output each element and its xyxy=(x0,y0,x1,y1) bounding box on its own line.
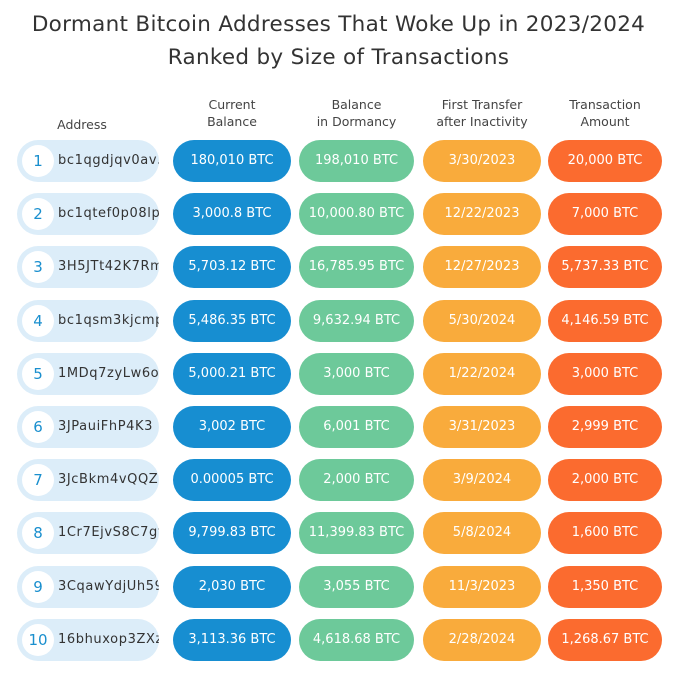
transaction-amount-cell: 2,000 BTC xyxy=(548,459,662,502)
current-balance-cell: 3,113.36 BTC xyxy=(173,618,291,661)
transaction-amount-cell: 2,999 BTC xyxy=(548,406,662,448)
current-balance-cell: 5,000.21 BTC xyxy=(173,352,291,395)
balance-dormancy-cell: 16,785.95 BTC xyxy=(299,246,414,289)
transaction-amount-cell: 1,600 BTC xyxy=(548,512,662,555)
transaction-amount-cell: 3,000 BTC xyxy=(548,352,662,395)
balance-dormancy-cell: 4,618.68 BTC xyxy=(299,618,414,661)
header-amount-line1: Transaction xyxy=(569,97,641,112)
rank-badge: 10 xyxy=(22,623,54,656)
header-balance-dormancy: Balance in Dormancy xyxy=(299,96,414,130)
address-cell: 10 16bhuxop3ZXz xyxy=(17,618,159,661)
address-cell: 8 1Cr7EjvS8C7gf xyxy=(17,512,159,555)
header-current-line1: Current xyxy=(208,97,256,112)
balance-dormancy-cell: 2,000 BTC xyxy=(299,459,414,502)
rank-badge: 4 xyxy=(22,304,54,337)
table-row: 4 bc1qsm3kjcmp 5,486.35 BTC 9,632.94 BTC 5/3… xyxy=(0,299,677,342)
first-transfer-cell: 5/8/2024 xyxy=(423,512,541,555)
table-row: 10 16bhuxop3ZXz 3,113.36 BTC 4,618.68 BTC 2/… xyxy=(0,618,677,661)
header-dormancy-line2: in Dormancy xyxy=(316,114,397,129)
transaction-amount-cell: 5,737.33 BTC xyxy=(548,246,662,289)
header-current-line2: Balance xyxy=(207,114,257,129)
transaction-amount-cell: 7,000 BTC xyxy=(548,193,662,236)
address-cell: 2 bc1qtef0p08lpu xyxy=(17,193,159,236)
table-row: 9 3CqawYdjUh59 2,030 BTC 3,055 BTC 11/3/2023… xyxy=(0,565,677,608)
current-balance-cell: 0.00005 BTC xyxy=(173,459,291,502)
rank-badge: 7 xyxy=(22,464,54,497)
first-transfer-cell: 11/3/2023 xyxy=(423,565,541,608)
address-text: bc1qsm3kjcmp xyxy=(58,312,159,328)
chart-title: Dormant Bitcoin Addresses That Woke Up i… xyxy=(31,12,646,37)
first-transfer-cell: 2/28/2024 xyxy=(423,618,541,661)
table-row: 7 3JcBkm4vQQZ 0.00005 BTC 2,000 BTC 3/9/2024… xyxy=(0,459,677,502)
current-balance-cell: 5,486.35 BTC xyxy=(173,299,291,342)
current-balance-cell: 3,002 BTC xyxy=(173,406,291,448)
rank-badge: 3 xyxy=(22,251,54,284)
address-cell: 4 bc1qsm3kjcmp xyxy=(17,299,159,342)
balance-dormancy-cell: 10,000.80 BTC xyxy=(299,193,414,236)
header-amount-line2: Amount xyxy=(580,114,630,129)
first-transfer-cell: 3/9/2024 xyxy=(423,459,541,502)
header-current-balance: Current Balance xyxy=(173,96,291,130)
current-balance-cell: 9,799.83 BTC xyxy=(173,512,291,555)
table-row: 8 1Cr7EjvS8C7gf 9,799.83 BTC 11,399.83 BTC 5… xyxy=(0,512,677,555)
current-balance-cell: 5,703.12 BTC xyxy=(173,246,291,289)
address-text: bc1qtef0p08lpu xyxy=(58,206,159,222)
address-text: 3CqawYdjUh59 xyxy=(58,578,159,594)
address-cell: 7 3JcBkm4vQQZ xyxy=(17,459,159,502)
rank-badge: 2 xyxy=(22,198,54,231)
address-cell: 1 bc1qgdjqv0av3 xyxy=(17,140,159,182)
address-text: 3H5JTt42K7Rm xyxy=(58,259,159,275)
first-transfer-cell: 3/30/2023 xyxy=(423,140,541,182)
first-transfer-cell: 3/31/2023 xyxy=(423,406,541,448)
rank-badge: 5 xyxy=(22,357,54,390)
table-row: 2 bc1qtef0p08lpu 3,000.8 BTC 10,000.80 BTC 1… xyxy=(0,193,677,236)
address-text: 3JPauiFhP4K3 xyxy=(58,419,154,434)
current-balance-cell: 3,000.8 BTC xyxy=(173,193,291,236)
table-row: 1 bc1qgdjqv0av3 180,010 BTC 198,010 BTC 3/30… xyxy=(0,140,677,182)
rank-badge: 6 xyxy=(22,411,54,443)
address-cell: 5 1MDq7zyLw6oH xyxy=(17,352,159,395)
header-transaction-amount: Transaction Amount xyxy=(548,96,662,130)
address-cell: 3 3H5JTt42K7Rm xyxy=(17,246,159,289)
chart-subtitle: Ranked by Size of Transactions xyxy=(167,45,510,70)
address-text: bc1qgdjqv0av3 xyxy=(58,153,159,168)
rank-badge: 9 xyxy=(22,570,54,603)
balance-dormancy-cell: 6,001 BTC xyxy=(299,406,414,448)
transaction-amount-cell: 1,268.67 BTC xyxy=(548,618,662,661)
transaction-amount-cell: 4,146.59 BTC xyxy=(548,299,662,342)
first-transfer-cell: 5/30/2024 xyxy=(423,299,541,342)
address-text: 3JcBkm4vQQZ xyxy=(58,472,159,488)
first-transfer-cell: 1/22/2024 xyxy=(423,352,541,395)
table-row: 5 1MDq7zyLw6oH 5,000.21 BTC 3,000 BTC 1/22/2… xyxy=(0,352,677,395)
transaction-amount-cell: 20,000 BTC xyxy=(548,140,662,182)
transaction-amount-cell: 1,350 BTC xyxy=(548,565,662,608)
address-text: 1Cr7EjvS8C7gf xyxy=(58,525,159,541)
balance-dormancy-cell: 3,000 BTC xyxy=(299,352,414,395)
balance-dormancy-cell: 11,399.83 BTC xyxy=(299,512,414,555)
address-text: 16bhuxop3ZXz xyxy=(58,631,159,647)
header-first-line2: after Inactivity xyxy=(436,114,528,129)
balance-dormancy-cell: 3,055 BTC xyxy=(299,565,414,608)
address-text: 1MDq7zyLw6oH xyxy=(58,365,159,381)
address-cell: 9 3CqawYdjUh59 xyxy=(17,565,159,608)
header-dormancy-line1: Balance xyxy=(331,97,382,112)
current-balance-cell: 2,030 BTC xyxy=(173,565,291,608)
header-address-label: Address xyxy=(57,117,107,132)
rank-badge: 1 xyxy=(22,145,54,177)
header-address: Address xyxy=(17,116,147,133)
balance-dormancy-cell: 9,632.94 BTC xyxy=(299,299,414,342)
rank-badge: 8 xyxy=(22,517,54,550)
balance-dormancy-cell: 198,010 BTC xyxy=(299,140,414,182)
first-transfer-cell: 12/27/2023 xyxy=(423,246,541,289)
first-transfer-cell: 12/22/2023 xyxy=(423,193,541,236)
header-first-transfer: First Transfer after Inactivity xyxy=(418,96,546,130)
address-cell: 6 3JPauiFhP4K3 xyxy=(17,406,159,448)
current-balance-cell: 180,010 BTC xyxy=(173,140,291,182)
header-first-line1: First Transfer xyxy=(441,97,523,112)
table-row: 3 3H5JTt42K7Rm 5,703.12 BTC 16,785.95 BTC 12… xyxy=(0,246,677,289)
table-row: 6 3JPauiFhP4K3 3,002 BTC 6,001 BTC 3/31/2023… xyxy=(0,406,677,448)
